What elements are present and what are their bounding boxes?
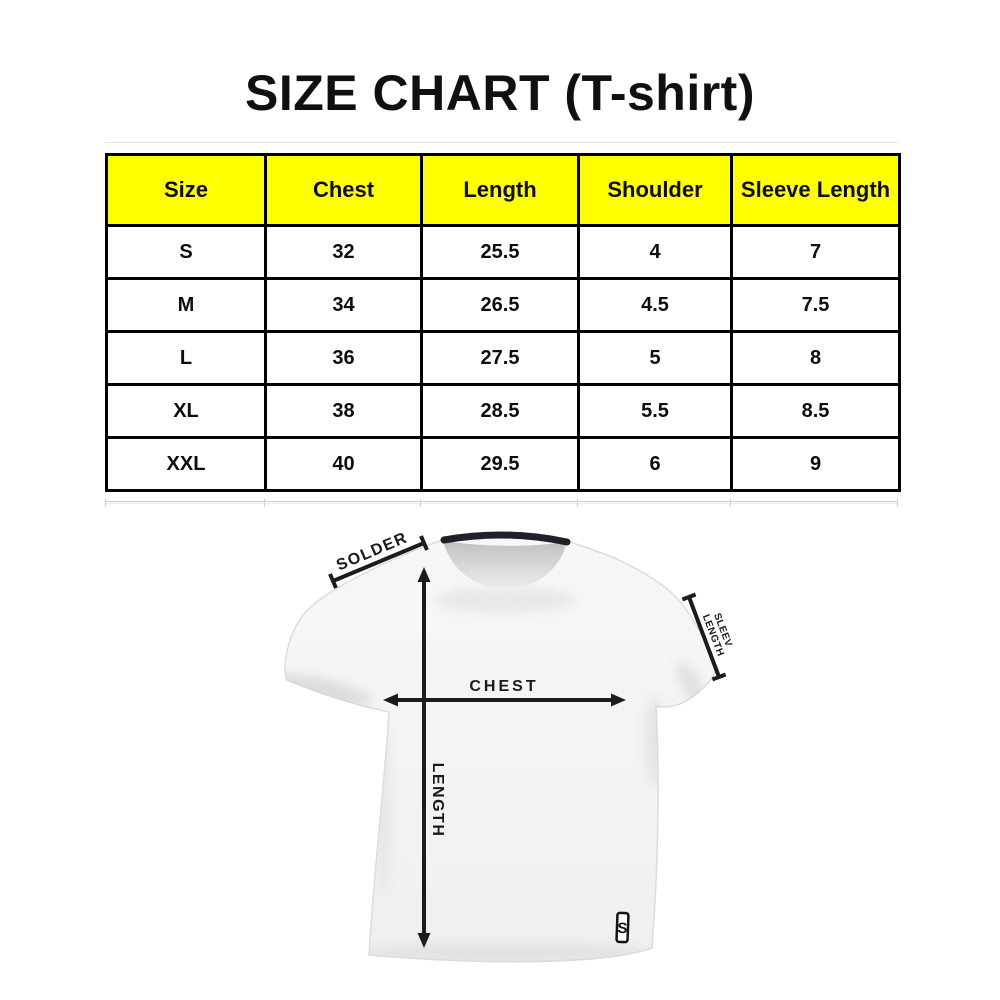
brand-tag: S [615,911,630,944]
faint-gridline-bottom-2 [105,503,898,504]
faint-gridline-bottom [105,501,898,502]
sleeve-length-cell: 8.5 [730,383,901,439]
sleeve-length-cell: 8 [730,330,901,386]
table-row: S 32 25.5 4 7 [105,224,901,280]
gridline-stub [897,499,898,507]
arrow-left-icon [383,693,398,707]
chest-cell: 38 [264,383,423,439]
sleeve-length-cell: 7 [730,224,901,280]
sleeve-length-cell: 7.5 [730,277,901,333]
shoulder-cell: 4 [577,224,733,280]
page-title: SIZE CHART (T-shirt) [245,65,755,121]
neck-opening [443,540,567,589]
gridline-stub [730,499,731,507]
size-cell: L [105,330,267,386]
sleeve-measure: SLEEV LENGTH [681,592,736,682]
header-cell-length: Length [420,153,580,227]
arrow-up-icon [417,567,431,582]
tshirt-illustration: S [284,531,717,963]
table-row: L 36 27.5 5 8 [105,330,901,386]
faint-gridline-top [105,142,898,143]
gridline-stub [420,499,421,507]
chest-measure-label: CHEST [469,678,538,695]
chest-measure: CHEST [383,678,626,707]
arrow-down-icon [417,933,431,948]
arrow-right-icon [611,693,626,707]
size-cell: XL [105,383,267,439]
header-cell-size: Size [105,153,267,227]
size-table: Size Chest Length Shoulder Sleeve Length… [105,153,901,492]
length-cell: 26.5 [420,277,580,333]
table-row: XXL 40 29.5 6 9 [105,436,901,492]
chest-cell: 36 [264,330,423,386]
size-cell: XXL [105,436,267,492]
sleeve-length-cell: 9 [730,436,901,492]
shoulder-cell: 5.5 [577,383,733,439]
gridline-stub [577,499,578,507]
length-cell: 28.5 [420,383,580,439]
table-row: XL 38 28.5 5.5 8.5 [105,383,901,439]
chest-cell: 40 [264,436,423,492]
table-row: M 34 26.5 4.5 7.5 [105,277,901,333]
gridline-stub [105,499,106,507]
gridline-stub [264,499,265,507]
length-cell: 25.5 [420,224,580,280]
header-cell-shoulder: Shoulder [577,153,733,227]
size-cell: S [105,224,267,280]
chest-cell: 34 [264,277,423,333]
shoulder-cell: 5 [577,330,733,386]
brand-tag-letter: S [617,920,628,937]
length-cell: 29.5 [420,436,580,492]
shoulder-cell: 4.5 [577,277,733,333]
size-cell: M [105,277,267,333]
sleeve-measure-label: SLEEV LENGTH [700,609,736,658]
length-measure-label: LENGTH [429,763,446,838]
chest-cell: 32 [264,224,423,280]
header-cell-chest: Chest [264,153,423,227]
length-cell: 27.5 [420,330,580,386]
length-measure: LENGTH [417,567,446,948]
header-cell-sleeve-length: Sleeve Length [730,153,901,227]
collar [440,531,571,546]
table-header-row: Size Chest Length Shoulder Sleeve Length [105,153,901,227]
shoulder-cell: 6 [577,436,733,492]
